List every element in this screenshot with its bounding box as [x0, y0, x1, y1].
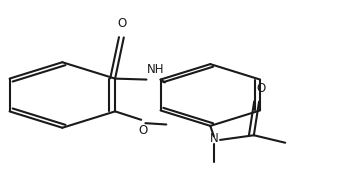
Text: O: O [256, 82, 265, 95]
Text: O: O [138, 124, 147, 137]
Text: NH: NH [146, 63, 164, 76]
Text: O: O [118, 17, 127, 30]
Text: N: N [210, 132, 218, 146]
